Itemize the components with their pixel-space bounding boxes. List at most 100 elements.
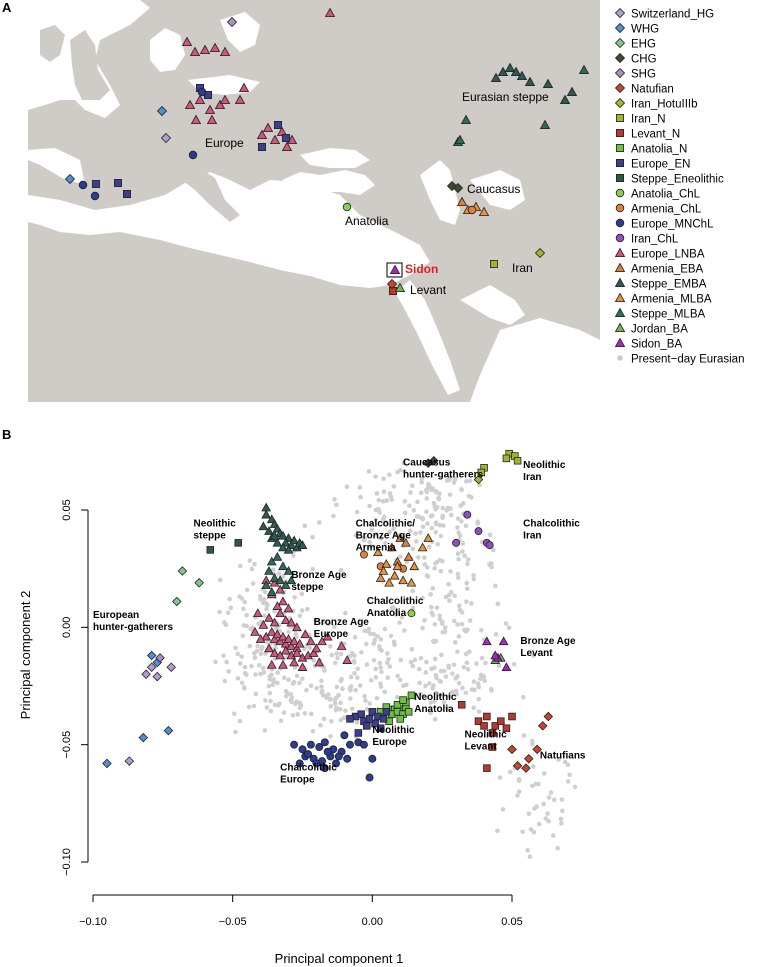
present-day-point	[337, 706, 343, 712]
present-day-point	[424, 496, 430, 501]
present-day-point	[326, 692, 331, 697]
present-day-point	[389, 605, 395, 611]
pca-point-steppe-emba	[272, 537, 283, 547]
pca-point-anatolia-n	[396, 715, 405, 723]
map-label-europe: Europe	[205, 136, 244, 150]
present-day-point	[276, 571, 282, 576]
pca-point-europe-lnba	[280, 645, 291, 655]
present-day-point	[437, 613, 442, 619]
map-marker	[269, 134, 281, 145]
present-day-point	[516, 777, 522, 782]
pca-point-shg	[155, 653, 165, 663]
present-day-point	[430, 685, 436, 691]
map-marker	[460, 114, 472, 124]
present-day-point	[407, 528, 413, 534]
pca-point-steppe-eneolithic	[206, 546, 215, 554]
present-day-point	[422, 618, 427, 623]
pca-point-europe-en	[362, 722, 371, 730]
pca-point-natufian	[532, 744, 542, 755]
present-day-point	[419, 476, 425, 481]
legend-marker-armenia-mlba	[614, 292, 626, 303]
pca-point-europe-mnchl	[365, 773, 374, 782]
pca-point-switzerland-hg	[166, 662, 176, 672]
pca-point-switzerland-hg	[141, 669, 151, 680]
legend-label: Europe_EN	[631, 159, 690, 171]
present-day-point	[469, 601, 474, 606]
pca-point-steppe-emba	[297, 540, 308, 549]
pca-point-steppe-emba	[278, 542, 288, 552]
present-day-point	[374, 531, 379, 537]
pca-point-armenia-eba	[400, 537, 411, 547]
pca-point-armenia-mlba	[375, 573, 386, 582]
panel-a-map: A Europe Eurasian steppe Caucasus Anatol…	[2, 0, 600, 402]
legend-label: Europe_MNChL	[631, 219, 714, 231]
map-marker	[386, 278, 398, 290]
pca-point-europe-lnba	[278, 631, 288, 641]
map-marker	[389, 264, 401, 275]
present-day-point	[432, 621, 438, 627]
present-day-point	[262, 613, 267, 619]
map-marker	[184, 99, 196, 109]
present-day-point	[418, 692, 424, 697]
present-day-point	[300, 676, 305, 682]
present-day-point	[420, 595, 425, 601]
present-day-point	[565, 779, 571, 784]
present-day-point	[251, 703, 257, 709]
present-day-point	[479, 655, 485, 661]
present-day-point	[375, 633, 380, 639]
pca-point-europe-en	[382, 708, 391, 716]
present-day-point	[332, 624, 337, 629]
present-day-point	[358, 494, 363, 500]
present-day-point	[353, 533, 359, 538]
present-day-point	[497, 775, 503, 780]
present-day-point	[221, 620, 227, 625]
present-day-point	[475, 519, 480, 524]
present-day-point	[250, 581, 256, 586]
present-day-point	[402, 498, 408, 504]
pca-point-europe-lnba	[297, 662, 308, 671]
pca-point-anatolia-n	[404, 708, 413, 716]
map-marker	[342, 202, 352, 212]
present-day-point	[367, 539, 372, 545]
present-day-point	[432, 665, 437, 671]
present-day-point	[426, 544, 432, 550]
pca-annotation: Chalcolithic Iran	[523, 518, 580, 541]
present-day-point	[407, 503, 412, 509]
present-day-point	[334, 651, 340, 656]
present-day-point	[455, 525, 460, 530]
map-marker	[206, 114, 218, 124]
legend-marker-armenia-eba	[614, 262, 626, 273]
pca-point-switzerland-hg	[152, 671, 163, 682]
present-day-point	[302, 710, 308, 716]
present-day-point	[253, 691, 259, 697]
present-day-point	[343, 610, 348, 616]
present-day-point	[297, 613, 303, 619]
present-day-point	[373, 675, 379, 680]
present-day-point	[427, 681, 432, 686]
present-day-point	[446, 592, 452, 598]
map-marker	[539, 119, 551, 130]
pca-point-europe-mnchl	[332, 759, 340, 768]
map-marker	[281, 133, 290, 142]
present-day-point	[292, 665, 298, 670]
present-day-point	[240, 633, 246, 639]
pca-point-switzerland-hg	[124, 756, 135, 766]
map-marker	[90, 191, 100, 201]
pca-point-europe-lnba	[342, 655, 353, 664]
pca-point-natufian	[523, 753, 534, 764]
present-day-point	[464, 586, 470, 591]
pca-point-iran-chl	[452, 538, 461, 547]
present-day-point	[351, 658, 357, 664]
present-day-point	[530, 764, 536, 769]
pca-point-steppe-emba	[264, 526, 274, 535]
present-day-point	[331, 513, 336, 519]
legend-marker-steppe-mlba	[614, 307, 626, 318]
present-day-point	[288, 697, 294, 703]
pca-point-steppe-eneolithic	[234, 539, 243, 547]
pca-point-armenia-eba	[387, 542, 397, 552]
map-marker	[114, 178, 123, 187]
present-day-point	[459, 610, 465, 615]
present-day-point	[308, 683, 314, 689]
present-day-point	[469, 495, 474, 500]
present-day-point	[336, 692, 341, 698]
